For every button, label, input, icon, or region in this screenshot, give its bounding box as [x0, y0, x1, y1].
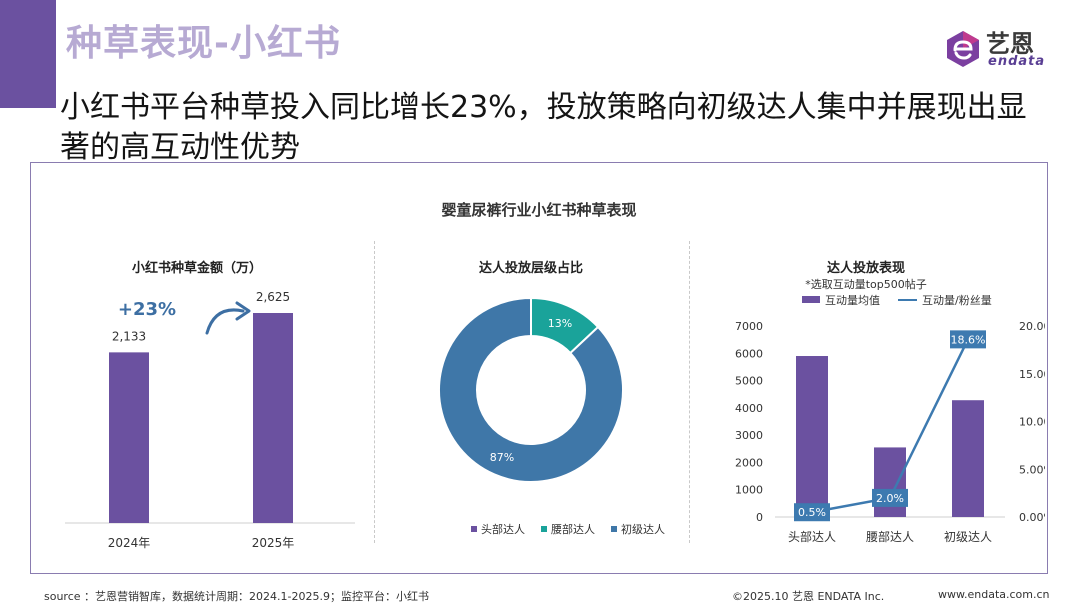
chart3-right-tick-3: 15.00% [1019, 368, 1045, 381]
endata-logo-icon [947, 31, 979, 67]
chart3-ratio-label-1: 2.0% [876, 492, 904, 505]
chart3-left-tick-5: 5000 [735, 375, 763, 388]
chart3-performance-combo: 互动量均值 互动量/粉丝量 0 1000 2000 3000 4000 5000 6000 700… [735, 294, 1045, 544]
logo-text-en: endata [988, 54, 1046, 69]
chart2-legend-label-2: 初级达人 [621, 522, 665, 536]
chart2-legend-swatch-2 [611, 526, 617, 532]
chart3-ratio-label-0: 0.5% [798, 506, 826, 519]
chart3-category-label-1: 腰部达人 [866, 529, 914, 544]
divider-left [374, 241, 375, 543]
chart3-title: 达人投放表现 [826, 261, 905, 276]
corner-accent-block [0, 0, 56, 108]
chart3-legend-bar-swatch [802, 296, 820, 303]
chart2-legend-label-0: 头部达人 [481, 522, 525, 536]
chart1-growth-annotation: +23% [118, 299, 176, 320]
footer-copyright: ©2025.10 艺恩 ENDATA Inc. [732, 590, 885, 603]
chart3-left-tick-3: 3000 [735, 429, 763, 442]
chart3-ratio-label-box-2 [950, 330, 986, 349]
chart3-right-tick-1: 5.00% [1019, 463, 1045, 476]
logo-text-cn: 艺恩 [986, 30, 1034, 58]
chart3-left-tick-7: 7000 [735, 320, 763, 333]
chart3-category-label-2: 初级达人 [944, 530, 992, 544]
chart3-category-label-0: 头部达人 [788, 529, 836, 544]
chart1-bar-0 [109, 352, 149, 523]
chart3-bar-0 [796, 356, 828, 517]
chart2-legend-label-1: 腰部达人 [551, 522, 595, 536]
divider-right [689, 241, 690, 543]
chart3-ratio-label-box-1 [872, 488, 908, 507]
chart3-right-tick-4: 20.00% [1019, 320, 1045, 333]
chart2-legend-swatch-0 [471, 526, 477, 532]
chart3-ratio-label-box-0 [794, 503, 830, 522]
headline: 小红书平台种草投入同比增长23%，投放策略向初级达人集中并展现出显著的高互动性优… [60, 90, 1027, 165]
chart1-value-label-0: 2,133 [112, 329, 146, 343]
chart1-category-label-1: 2025年 [252, 536, 295, 550]
footer-website[interactable]: www.endata.com.cn [938, 588, 1050, 601]
chart3-bar-2 [952, 400, 984, 517]
chart1-value-label-1: 2,625 [256, 290, 290, 304]
chart1-amount-bar: 2,133 2024年 2,625 2025年 +23% [65, 290, 355, 550]
chart1-bar-1 [253, 313, 293, 523]
endata-logo: 艺恩 endata [942, 26, 1054, 72]
chart1-title: 小红书种草金额（万） [131, 261, 262, 276]
chart2-slice-label-2: 87% [490, 451, 514, 464]
chart3-left-tick-0: 0 [756, 511, 763, 524]
chart3-left-tick-6: 6000 [735, 347, 763, 360]
chart3-left-tick-2: 2000 [735, 456, 763, 469]
main-chart-title: 婴童尿裤行业小红书种草表现 [441, 201, 637, 219]
section-title: 种草表现-小红书 [66, 23, 341, 64]
chart3-left-tick-1: 1000 [735, 484, 763, 497]
chart2-slice-label-1: 13% [548, 317, 572, 330]
chart3-subtitle: *选取互动量top500帖子 [805, 278, 927, 291]
chart2-legend-swatch-1 [541, 526, 547, 532]
chart3-legend-line-label: 互动量/粉丝量 [922, 294, 992, 307]
footer-source: source ：艺恩营销智库，数据统计周期：2024.1-2025.9；监控平台… [44, 590, 429, 603]
chart2-slice-2 [438, 296, 624, 483]
chart3-ratio-label-2: 18.6% [951, 333, 986, 346]
chart1-growth-arrow-line [205, 308, 245, 335]
chart3-legend-bar-label: 互动量均值 [825, 294, 880, 307]
chart-panel: 婴童尿裤行业小红书种草表现 小红书种草金额（万） 2,133 2024年 2,625… [30, 162, 1048, 574]
chart2-title: 达人投放层级占比 [478, 261, 583, 276]
chart1-category-label-0: 2024年 [108, 536, 151, 550]
chart3-right-tick-0: 0.00% [1019, 511, 1045, 524]
chart3-left-tick-4: 4000 [735, 402, 763, 415]
chart1-growth-arrow-head [235, 301, 251, 321]
chart3-right-tick-2: 10.00% [1019, 416, 1045, 429]
